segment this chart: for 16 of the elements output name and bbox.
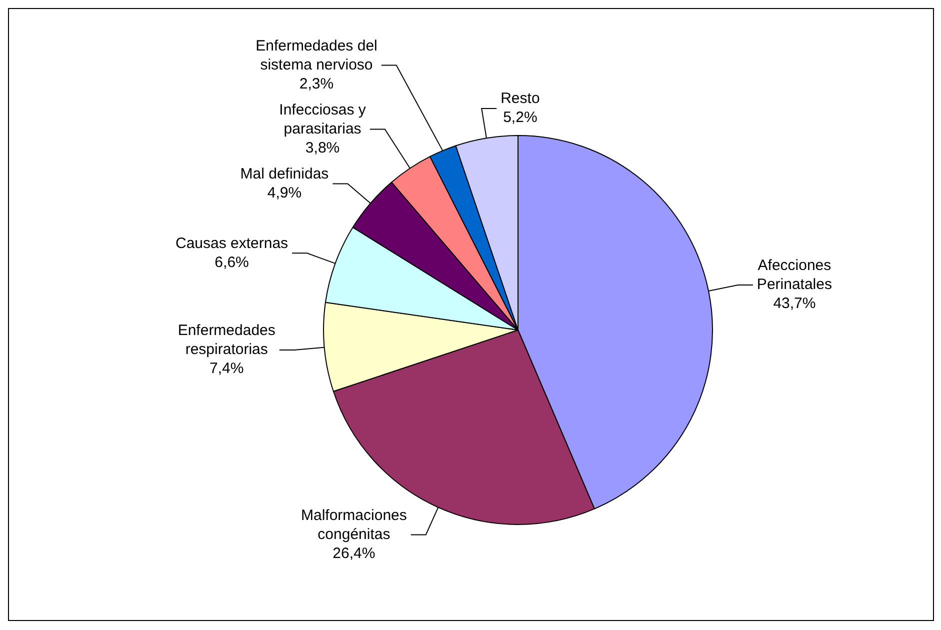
data-label: 26,4% — [332, 544, 376, 562]
slice-label: Afecciones Perinatales — [756, 257, 832, 294]
data-label: 3,8% — [305, 139, 340, 156]
slice-label: Causas externas — [175, 234, 288, 252]
slice-label: Enfermedades respiratorias — [178, 322, 276, 358]
slice-label: Enfermedades del sistema nervioso — [256, 37, 378, 74]
data-label: 4,9% — [267, 184, 302, 202]
slice-label: Infecciosas y parasitarias — [279, 101, 366, 138]
data-label: 2,3% — [299, 75, 334, 92]
slice-label: Malformaciones congénitas — [301, 506, 407, 543]
data-label: 7,4% — [210, 360, 244, 378]
data-label: 5,2% — [503, 109, 538, 126]
data-label: 43,7% — [773, 295, 816, 312]
slice-label: Mal definidas — [240, 165, 329, 182]
data-label: 6,6% — [214, 254, 249, 271]
slice-label: Resto — [500, 90, 540, 108]
